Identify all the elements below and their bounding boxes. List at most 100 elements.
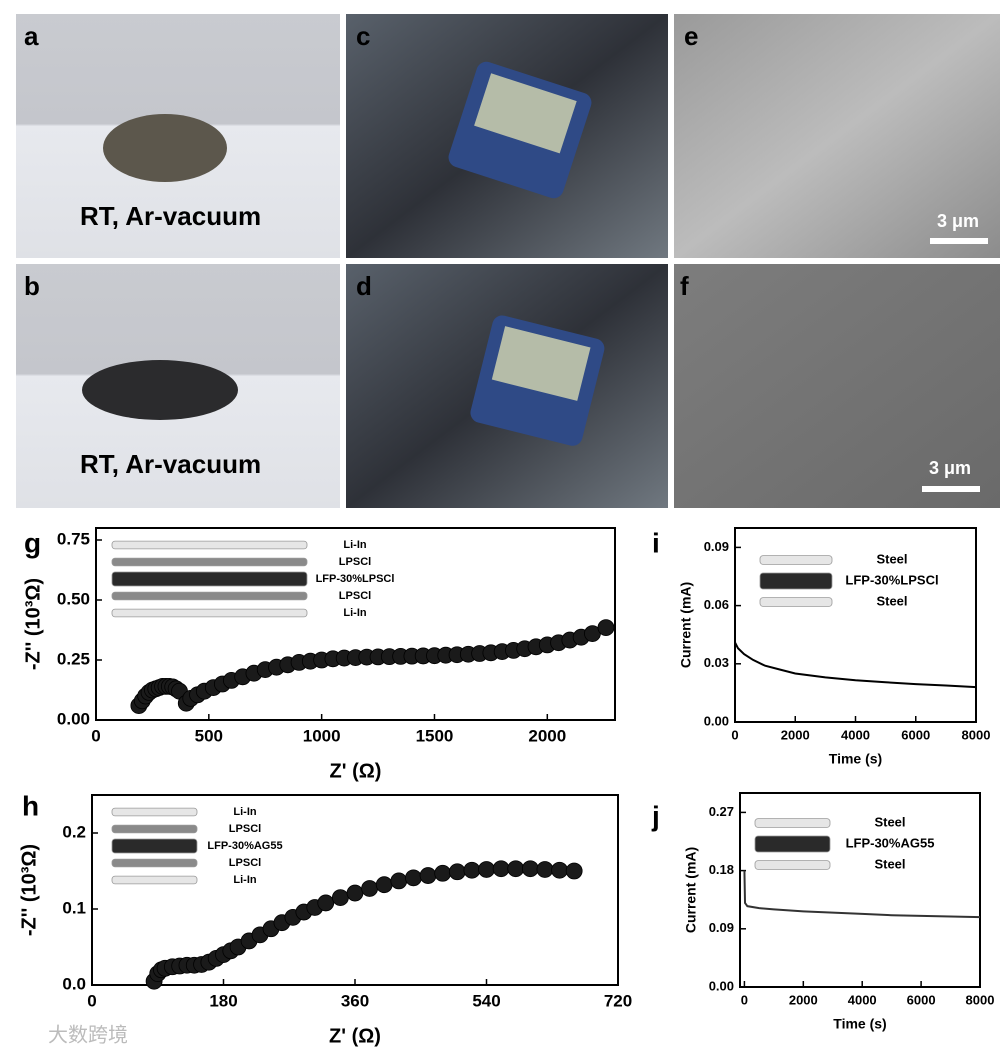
photo-caption: RT, Ar-vacuum bbox=[80, 449, 261, 479]
y-tick-label: 0.75 bbox=[57, 529, 90, 548]
inset-label: LPSCl bbox=[229, 823, 261, 835]
x-axis-label: Time (s) bbox=[829, 751, 882, 767]
x-tick-label: 500 bbox=[195, 726, 223, 745]
panel-letter: f bbox=[680, 271, 689, 301]
panel-letter: j bbox=[651, 800, 660, 831]
axes-frame bbox=[739, 792, 981, 988]
inset-label: Steel bbox=[874, 814, 905, 829]
inset-layer bbox=[111, 838, 198, 854]
y-tick-label: 0.00 bbox=[709, 978, 734, 993]
inset-label: LPSCl bbox=[229, 857, 261, 869]
inset-layer bbox=[111, 540, 308, 550]
y-axis-label: Current (mA) bbox=[683, 847, 699, 933]
inset-label: Li-In bbox=[233, 874, 256, 886]
data-line bbox=[734, 642, 977, 689]
x-tick-label: 0 bbox=[741, 992, 748, 1007]
y-tick-label: 0.25 bbox=[57, 649, 90, 668]
data-point bbox=[463, 861, 481, 879]
x-tick-label: 2000 bbox=[781, 727, 810, 742]
inset-layer bbox=[111, 571, 308, 587]
x-tick-label: 6000 bbox=[907, 992, 936, 1007]
y-tick-label: 0.09 bbox=[709, 920, 734, 935]
inset-layer bbox=[759, 597, 833, 607]
x-tick-label: 1000 bbox=[303, 726, 341, 745]
sem-f bbox=[674, 264, 1000, 508]
y-tick-label: 0.2 bbox=[62, 822, 86, 841]
inset-label: Steel bbox=[876, 593, 907, 608]
y-tick-label: 0.0 bbox=[62, 974, 86, 993]
data-point bbox=[317, 894, 335, 912]
x-tick-label: 4000 bbox=[848, 992, 877, 1007]
x-axis-label: Time (s) bbox=[833, 1016, 886, 1032]
data-point bbox=[536, 861, 554, 878]
x-axis-label: Z' (Ω) bbox=[329, 1025, 381, 1047]
data-point bbox=[492, 860, 510, 878]
panel-letter: c bbox=[356, 21, 370, 51]
inset-layer bbox=[754, 860, 831, 870]
y-axis-label: -Z'' (10³Ω) bbox=[22, 578, 44, 670]
data-point bbox=[565, 862, 583, 880]
scale-bar bbox=[922, 486, 980, 492]
data-point bbox=[390, 872, 408, 890]
panel-letter: a bbox=[24, 21, 39, 51]
panel-letter: g bbox=[24, 527, 41, 558]
x-tick-label: 8000 bbox=[966, 992, 995, 1007]
inset-label: Li-In bbox=[343, 539, 366, 551]
inset-label: LFP-30%LPSCl bbox=[845, 572, 938, 587]
x-tick-label: 0 bbox=[91, 726, 100, 745]
powder bbox=[103, 114, 227, 182]
data-point bbox=[375, 876, 393, 894]
x-tick-label: 2000 bbox=[528, 726, 566, 745]
scale-label: 3 μm bbox=[929, 458, 971, 478]
inset-label: Steel bbox=[876, 551, 907, 566]
inset-layer bbox=[754, 818, 831, 828]
x-tick-label: 0 bbox=[731, 727, 738, 742]
y-tick-label: 0.09 bbox=[704, 539, 729, 554]
inset-label: LFP-30%LPSCl bbox=[316, 573, 395, 585]
x-tick-label: 540 bbox=[472, 991, 500, 1010]
data-point bbox=[448, 863, 466, 881]
panel-letter: h bbox=[22, 790, 39, 821]
data-point bbox=[521, 860, 539, 878]
panel-letter: d bbox=[356, 271, 372, 301]
inset-layer bbox=[111, 591, 308, 601]
scale-bar bbox=[930, 238, 988, 244]
inset-label: LFP-30%AG55 bbox=[846, 835, 935, 850]
data-point bbox=[361, 880, 379, 897]
data-point bbox=[434, 864, 452, 882]
inset-layer bbox=[111, 608, 308, 618]
inset-label: Li-In bbox=[343, 607, 366, 619]
inset-label: LFP-30%AG55 bbox=[207, 840, 282, 852]
watermark: 大数跨境 bbox=[48, 1023, 128, 1046]
inset-layer bbox=[759, 572, 833, 590]
inset-layer bbox=[111, 824, 198, 834]
sem-e bbox=[674, 14, 1000, 258]
x-tick-label: 720 bbox=[604, 991, 632, 1010]
inset-layer bbox=[111, 807, 198, 817]
panel-letter: i bbox=[652, 527, 660, 558]
y-tick-label: 0.03 bbox=[704, 655, 729, 670]
photo-caption: RT, Ar-vacuum bbox=[80, 201, 261, 231]
inset-layer bbox=[111, 557, 308, 567]
data-point bbox=[597, 619, 615, 636]
y-tick-label: 0.27 bbox=[709, 804, 734, 819]
x-tick-label: 6000 bbox=[901, 727, 930, 742]
x-tick-label: 8000 bbox=[962, 727, 991, 742]
x-tick-label: 4000 bbox=[841, 727, 870, 742]
display bbox=[491, 326, 591, 401]
data-point bbox=[478, 861, 495, 878]
y-tick-label: 0.00 bbox=[57, 709, 90, 728]
data-point bbox=[331, 889, 349, 906]
y-axis-label: -Z'' (10³Ω) bbox=[18, 844, 40, 936]
inset-label: LPSCl bbox=[339, 556, 371, 568]
data-point bbox=[551, 861, 568, 879]
x-tick-label: 360 bbox=[341, 991, 369, 1010]
inset-label: LPSCl bbox=[339, 590, 371, 602]
y-tick-label: 0.06 bbox=[704, 597, 729, 612]
powder bbox=[82, 360, 238, 420]
x-tick-label: 2000 bbox=[789, 992, 818, 1007]
y-tick-label: 0.50 bbox=[57, 589, 90, 608]
data-point bbox=[405, 869, 422, 887]
